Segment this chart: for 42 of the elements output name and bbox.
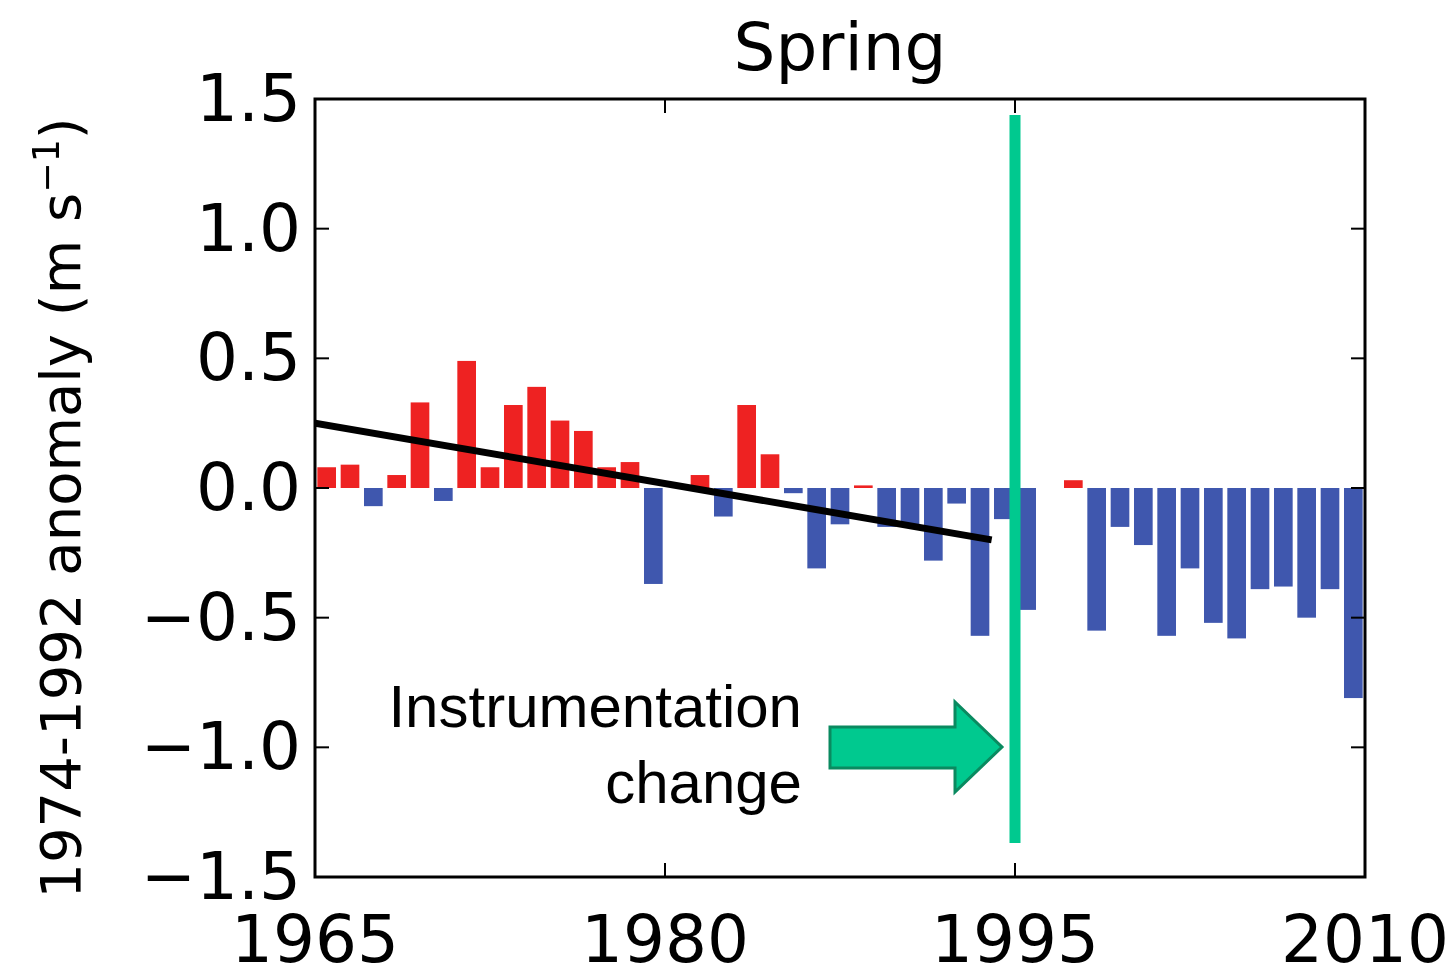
bar: [947, 488, 966, 504]
bar: [504, 405, 523, 488]
bar: [317, 467, 336, 488]
bar: [1274, 488, 1293, 587]
bar: [1110, 488, 1130, 527]
bar: [527, 386, 546, 488]
bar: [807, 488, 826, 569]
bar: [970, 488, 990, 636]
x-tick-label: 1995: [931, 901, 1099, 972]
bar: [1320, 488, 1340, 590]
bar: [1227, 488, 1246, 639]
x-tick-label: 1980: [581, 901, 749, 972]
bar: [387, 475, 406, 488]
bar: [760, 454, 780, 488]
bar: [737, 405, 756, 488]
y-tick-label: 1.5: [196, 60, 301, 137]
bar: [644, 488, 663, 584]
bar: [364, 488, 383, 507]
y-tick-label: 0.0: [196, 449, 301, 526]
y-tick-label: 0.5: [196, 319, 301, 397]
chart-title: Spring: [733, 9, 947, 86]
bar: [1250, 488, 1270, 590]
y-tick-label: 1.0: [196, 189, 301, 267]
bar: [1204, 488, 1223, 623]
x-tick-label: 1965: [231, 901, 399, 972]
bar: [457, 360, 476, 488]
y-tick-label: −1.0: [140, 708, 301, 786]
bar: [1297, 488, 1316, 618]
bar: [854, 485, 873, 488]
bar: [480, 467, 500, 488]
bar: [340, 464, 360, 488]
bar: [1134, 488, 1153, 546]
bar: [1344, 488, 1363, 699]
annotation: Instrumentation change: [388, 673, 802, 816]
bar: [1180, 488, 1200, 569]
bar: [1064, 480, 1083, 488]
bar: [1157, 488, 1176, 636]
bar: [1087, 488, 1106, 631]
bar: [434, 488, 453, 501]
y-tick-label: −0.5: [140, 578, 301, 656]
bar: [784, 488, 803, 494]
x-tick-label: 2010: [1281, 901, 1448, 972]
